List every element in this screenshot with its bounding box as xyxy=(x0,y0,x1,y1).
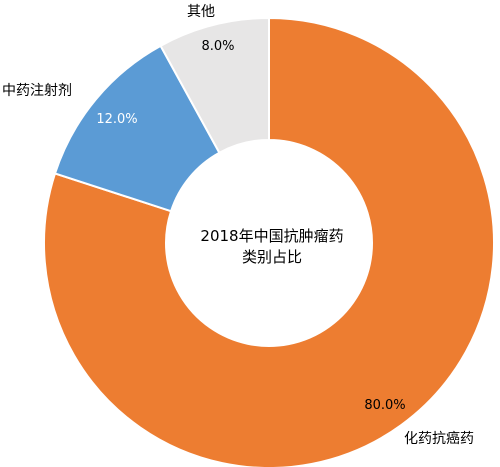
center-title-line1: 2018年中国抗肿瘤药 xyxy=(200,227,343,245)
slice-qita xyxy=(159,16,270,155)
slice-value-label-huayao: 80.0% xyxy=(364,398,405,413)
slice-value-label-zhongyao: 12.0% xyxy=(96,112,137,127)
slice-category-label-zhongyao: 中药注射剂 xyxy=(2,83,72,99)
slice-category-label-huayao: 化药抗癌药 xyxy=(404,431,474,447)
slice-category-label-qita: 其他 xyxy=(187,4,215,20)
slice-huayao xyxy=(43,16,495,467)
donut-slices xyxy=(43,16,495,467)
center-title-line2: 类别占比 xyxy=(242,248,302,266)
slice-value-label-qita: 8.0% xyxy=(201,39,234,54)
